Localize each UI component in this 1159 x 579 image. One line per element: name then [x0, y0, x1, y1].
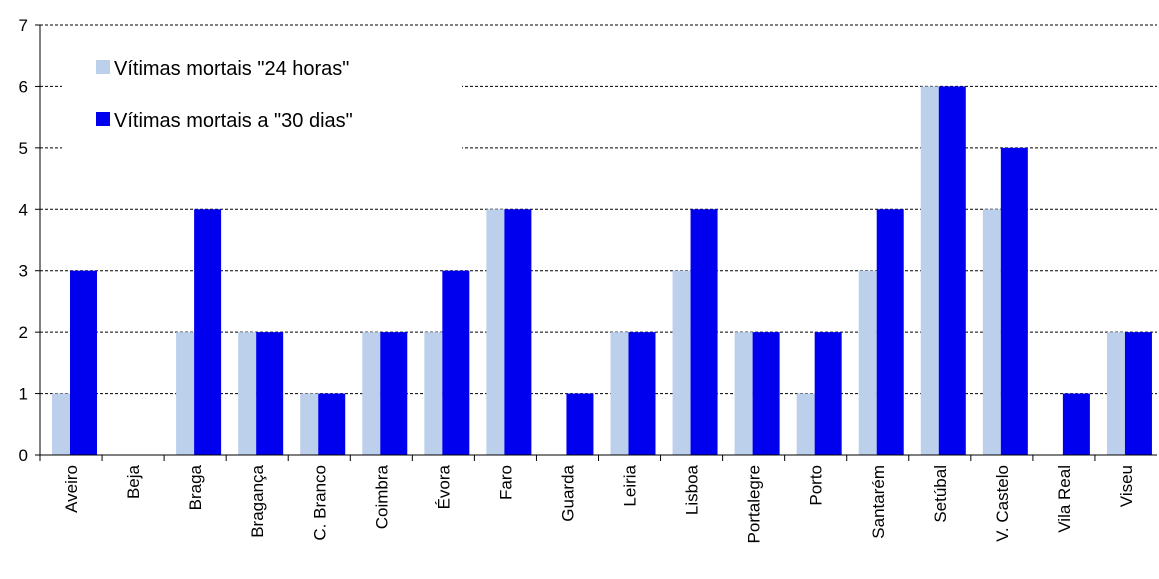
bar [672, 270, 691, 455]
x-tick-label: Bragança [248, 464, 267, 537]
x-tick-label: Coimbra [372, 464, 391, 529]
x-tick-label: Leiria [621, 464, 640, 506]
x-tick-label: C. Branco [310, 465, 329, 541]
y-tick-label: 7 [19, 16, 28, 35]
bar [318, 393, 346, 455]
bar [442, 270, 470, 455]
y-tick-label: 3 [19, 262, 28, 281]
bar [194, 209, 222, 455]
x-tick-label: Porto [807, 465, 826, 506]
bar [1062, 393, 1090, 455]
bar [300, 393, 319, 455]
x-tick-label: Santarém [869, 465, 888, 539]
bar [982, 209, 1001, 455]
bar [238, 332, 257, 455]
y-tick-label: 0 [19, 446, 28, 465]
bar [1124, 332, 1152, 455]
bar [486, 209, 505, 455]
y-tick-label: 5 [19, 139, 28, 158]
bar [70, 270, 97, 455]
x-tick-label: Lisboa [683, 464, 702, 515]
bar [628, 332, 656, 455]
bar [938, 86, 966, 455]
bar [380, 332, 408, 455]
bar [814, 332, 842, 455]
x-tick-label: Aveiro [62, 465, 81, 513]
legend-label: Vítimas mortais "24 horas" [114, 58, 349, 80]
y-tick-label: 6 [19, 77, 28, 96]
bar [52, 393, 70, 455]
legend: Vítimas mortais "24 horas" Vítimas mortai… [62, 40, 462, 152]
x-tick-label: Guarda [558, 464, 577, 521]
x-tick-label: Faro [496, 465, 515, 500]
bar [752, 332, 780, 455]
bar [876, 209, 904, 455]
bar [858, 270, 877, 455]
legend-label: Vítimas mortais a "30 dias" [114, 110, 353, 132]
bar [1000, 147, 1028, 455]
x-tick-label: Viseu [1117, 465, 1136, 507]
legend-box [62, 40, 462, 152]
x-tick-label: Braga [186, 464, 205, 510]
x-tick-label: V. Castelo [993, 465, 1012, 542]
legend-swatch [96, 60, 110, 74]
y-tick-label: 1 [19, 385, 28, 404]
bar [504, 209, 532, 455]
legend-swatch [96, 112, 110, 126]
bar [362, 332, 381, 455]
bar [256, 332, 284, 455]
x-tick-label: Setúbal [931, 465, 950, 523]
bar [610, 332, 629, 455]
x-tick-label: Évora [434, 464, 453, 509]
bar [176, 332, 195, 455]
y-tick-label: 2 [19, 323, 28, 342]
x-tick-label: Vila Real [1055, 465, 1074, 533]
x-tick-label: Beja [124, 464, 143, 499]
x-tick-label: Portalegre [745, 465, 764, 543]
y-tick-label: 4 [19, 200, 28, 219]
bar [796, 393, 815, 455]
bar [920, 86, 939, 455]
bar [690, 209, 718, 455]
bar [734, 332, 753, 455]
bar [424, 332, 443, 455]
bar [1106, 332, 1125, 455]
bar [566, 393, 594, 455]
